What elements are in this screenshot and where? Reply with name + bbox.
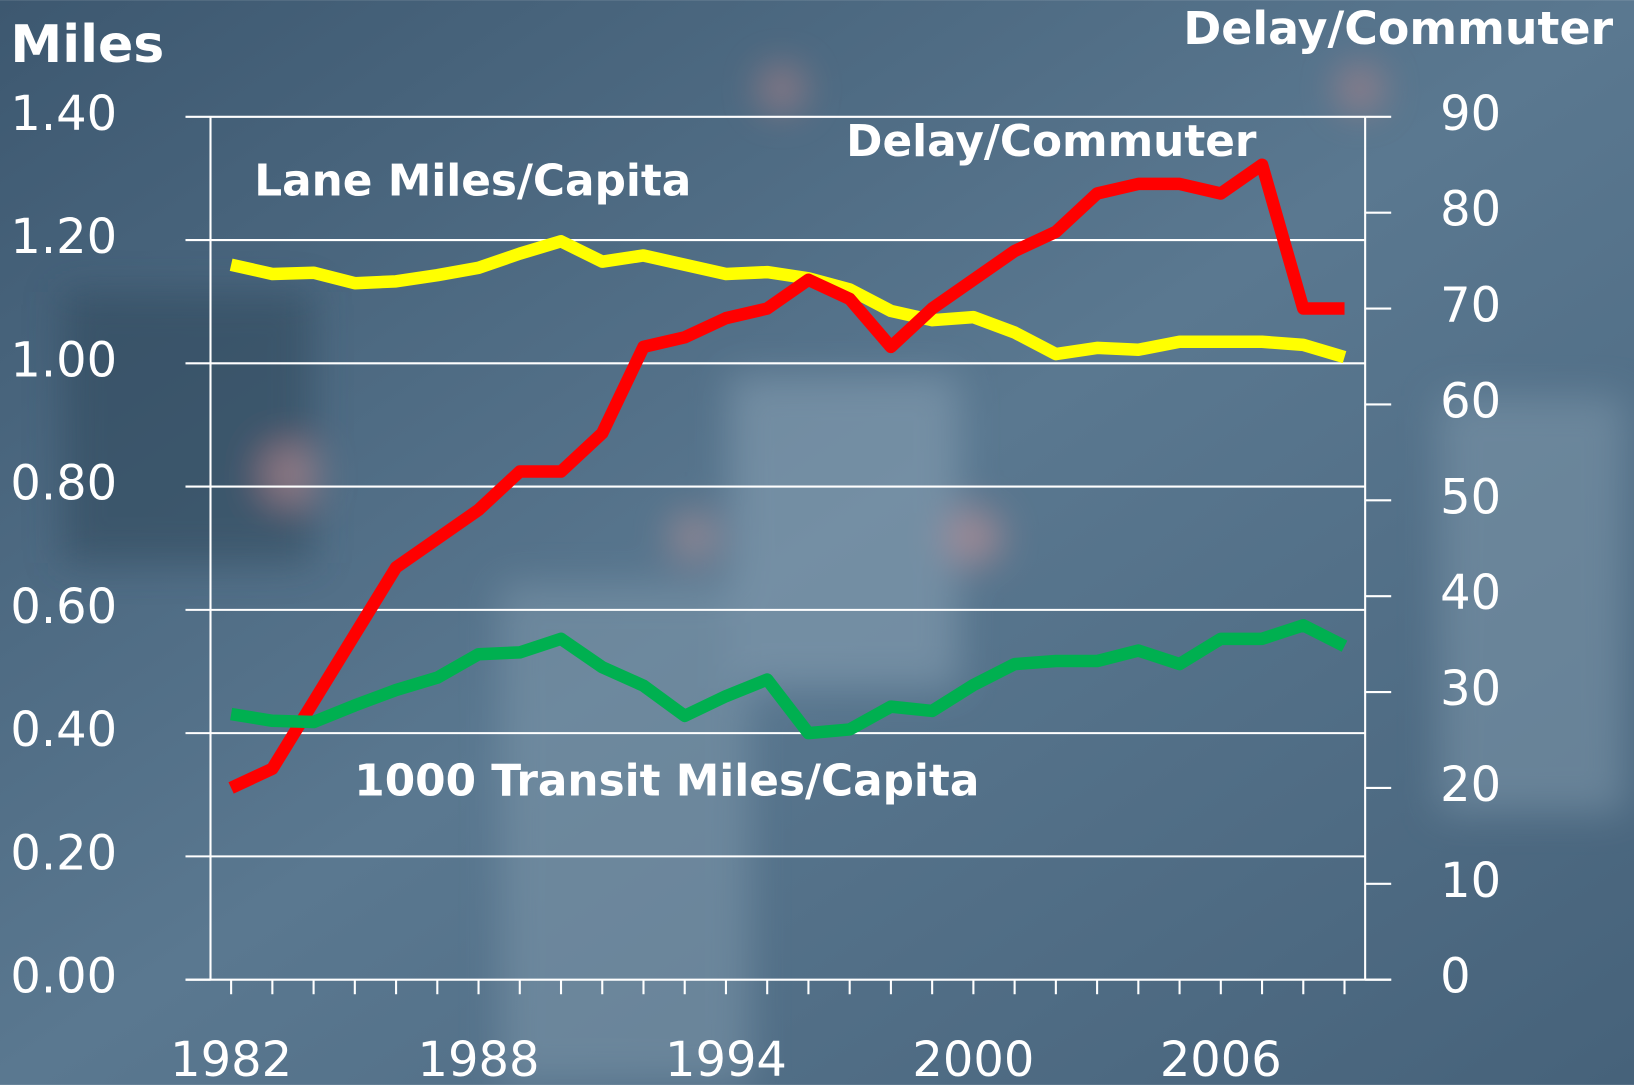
y2-tick-label: 0 xyxy=(1440,950,1471,1005)
series-label: Delay/Commuter xyxy=(846,116,1257,167)
series-line xyxy=(229,235,1347,364)
y2-tick-label: 60 xyxy=(1440,374,1501,429)
y-tick-label: 1.40 xyxy=(10,87,117,142)
y2-tick-label: 40 xyxy=(1440,566,1501,621)
y2-tick-label: 20 xyxy=(1440,758,1501,813)
y-tick-label: 0.20 xyxy=(10,826,117,881)
y-tick-label: 0.60 xyxy=(10,580,117,635)
x-tick-label: 1982 xyxy=(170,1033,292,1085)
y2-tick-label: 80 xyxy=(1440,183,1501,238)
series-line xyxy=(230,619,1348,740)
y2-tick-label: 10 xyxy=(1440,854,1501,909)
y2-tick-label: 90 xyxy=(1440,87,1501,142)
y2-tick-label: 30 xyxy=(1440,662,1501,717)
y2-axis-label: Delay/Commuter xyxy=(1183,1,1613,55)
y-tick-label: 1.20 xyxy=(10,210,117,265)
series-label: Lane Miles/Capita xyxy=(254,155,691,206)
y-tick-label: 0.80 xyxy=(10,457,117,512)
y-axis-label: Miles xyxy=(10,15,164,75)
y-tick-label: 0.40 xyxy=(10,703,117,758)
y2-tick-label: 70 xyxy=(1440,279,1501,334)
x-tick-label: 2000 xyxy=(912,1033,1034,1085)
plot: 0.00 0.20 0.40 0.60 0.80 1.00 1.20 1.40 0 10 20 30 4… xyxy=(10,87,1501,1085)
y-tick-label: 0.00 xyxy=(10,950,117,1005)
y2-tick-label: 50 xyxy=(1440,470,1501,525)
x-tick-label: 1988 xyxy=(418,1033,540,1085)
x-tick-label: 2006 xyxy=(1160,1033,1282,1085)
series-label: 1000 Transit Miles/Capita xyxy=(354,756,979,807)
x-tick-label: 1994 xyxy=(665,1033,787,1085)
background-blur xyxy=(62,65,1626,1084)
y-tick-label: 1.00 xyxy=(10,333,117,388)
series-line xyxy=(228,158,1345,794)
